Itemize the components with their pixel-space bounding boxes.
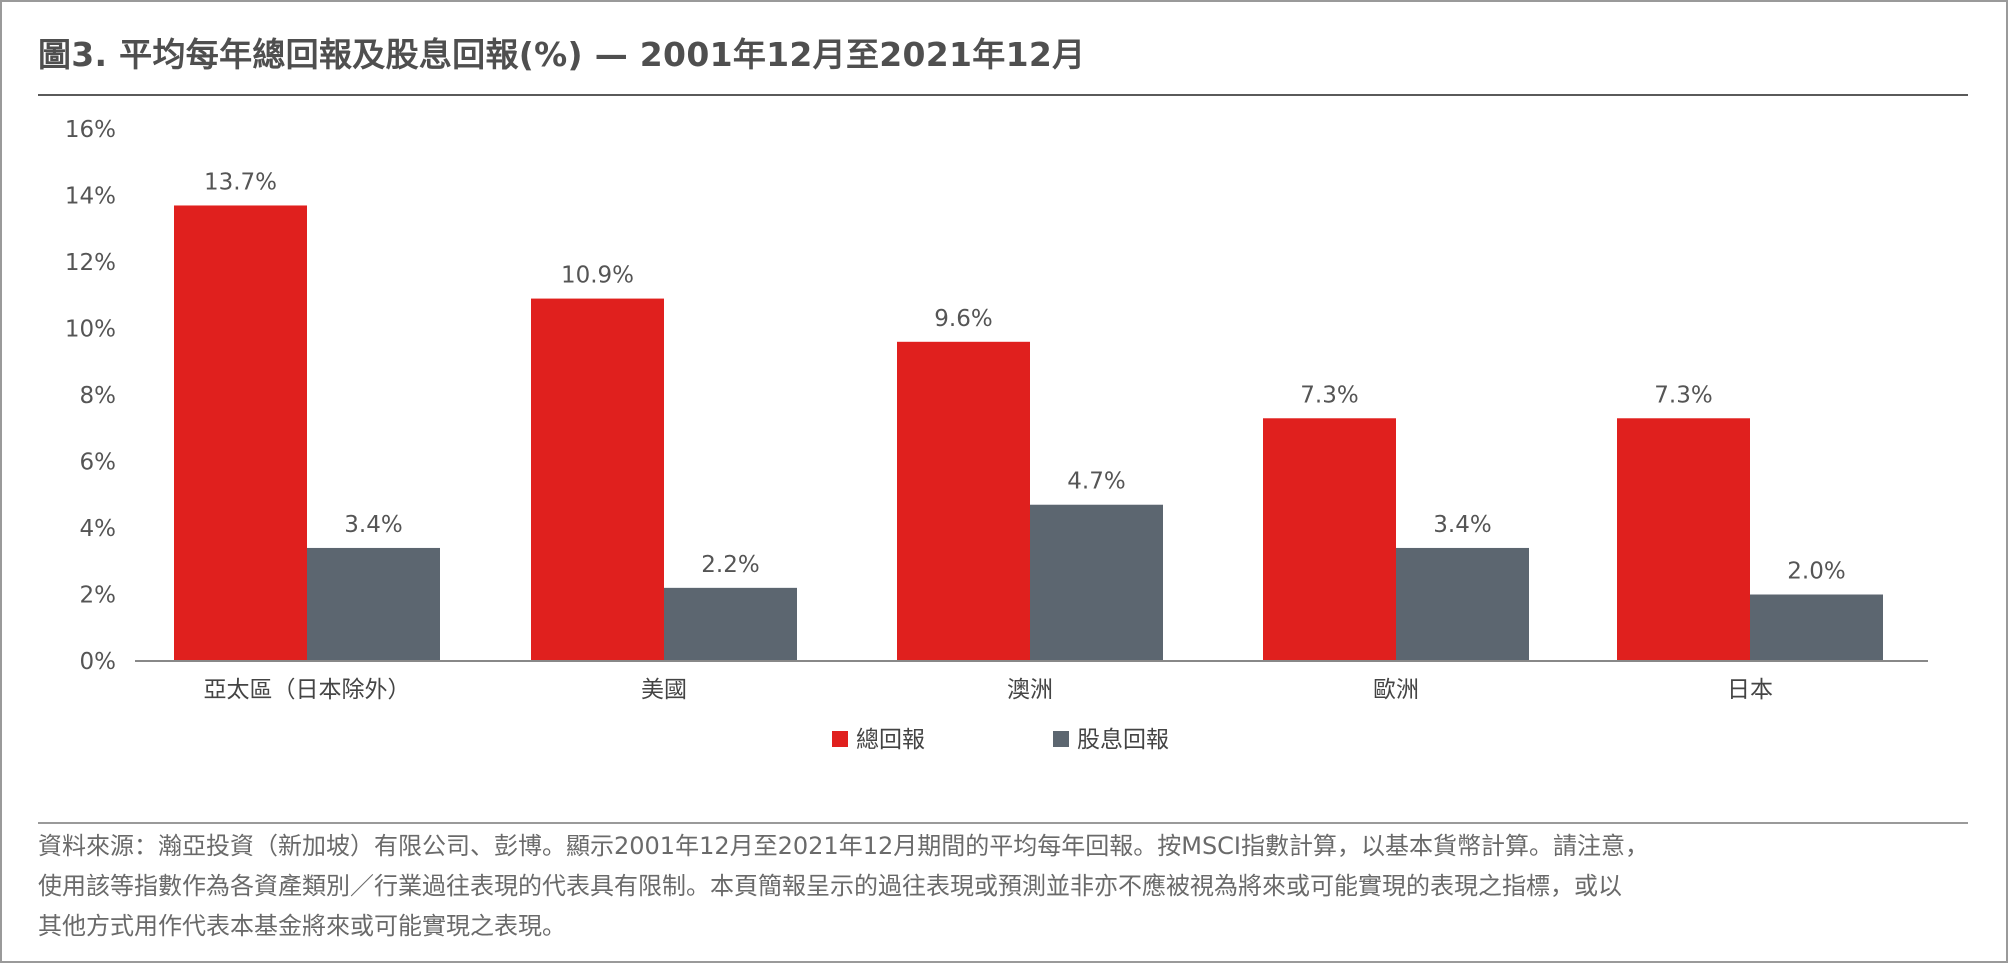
value-label: 10.9%	[561, 263, 634, 289]
bar-chart: 0% 2% 4% 6% 8% 10% 12% 14% 16% 13.7% 3.4% 10.9% 2.2…	[65, 117, 1928, 753]
source-line-3: 其他方式用作代表本基金將來或可能實現之表現。	[38, 912, 566, 940]
legend-label-total-return: 總回報	[856, 727, 925, 753]
y-tick-label: 0%	[80, 649, 117, 675]
y-tick-label: 8%	[80, 383, 117, 409]
y-tick-label: 14%	[65, 184, 116, 210]
y-tick-label: 16%	[65, 117, 116, 143]
legend-label-dividend-return: 股息回報	[1077, 727, 1169, 753]
dividend-return-bar	[664, 587, 797, 661]
value-label: 2.2%	[701, 552, 759, 578]
chart-title: 圖3. 平均每年總回報及股息回報(%) — 2001年12月至2021年12月	[38, 35, 1086, 74]
value-label: 7.3%	[1654, 382, 1712, 408]
value-label: 3.4%	[1433, 512, 1491, 538]
value-label: 13.7%	[204, 169, 277, 195]
y-tick-label: 2%	[80, 583, 117, 609]
total-return-bar	[897, 341, 1030, 661]
category-label: 亞太區（日本除外）	[204, 677, 411, 703]
category-label: 澳洲	[1007, 677, 1053, 703]
total-return-bar	[1617, 418, 1750, 661]
category-label: 歐洲	[1373, 677, 1419, 703]
value-label: 9.6%	[934, 306, 992, 332]
value-label: 2.0%	[1787, 559, 1845, 585]
dividend-return-bar	[307, 547, 440, 661]
value-label: 4.7%	[1067, 469, 1125, 495]
total-return-bar	[174, 205, 307, 661]
x-axis-labels: 亞太區（日本除外） 美國 澳洲 歐洲 日本	[204, 677, 1774, 703]
total-return-bar	[1263, 418, 1396, 661]
value-labels: 13.7% 3.4% 10.9% 2.2% 9.6% 4.7% 7.3% 3.4% 7.3% 2.…	[204, 169, 1846, 584]
bars	[174, 205, 1883, 661]
category-label: 日本	[1727, 677, 1773, 703]
value-label: 7.3%	[1300, 382, 1358, 408]
total-return-bar	[531, 298, 664, 661]
legend-swatch-dividend-return	[1053, 731, 1069, 747]
title-divider	[38, 94, 1968, 96]
category-label: 美國	[641, 677, 687, 703]
y-tick-label: 10%	[65, 317, 116, 343]
legend: 總回報 股息回報	[832, 727, 1169, 753]
value-label: 3.4%	[344, 512, 402, 538]
y-tick-label: 12%	[65, 250, 116, 276]
source-note: 資料來源：瀚亞投資（新加坡）有限公司、彭博。顯示2001年12月至2021年12…	[38, 826, 1978, 946]
y-tick-label: 6%	[80, 450, 117, 476]
dividend-return-bar	[1030, 504, 1163, 661]
dividend-return-bar	[1396, 547, 1529, 661]
source-divider	[38, 822, 1968, 824]
source-line-2: 使用該等指數作為各資產類別／行業過往表現的代表具有限制。本頁簡報呈示的過往表現或…	[38, 872, 1622, 900]
source-line-1: 資料來源：瀚亞投資（新加坡）有限公司、彭博。顯示2001年12月至2021年12…	[38, 832, 1650, 860]
y-tick-label: 4%	[80, 516, 117, 542]
dividend-return-bar	[1750, 594, 1883, 661]
legend-swatch-total-return	[832, 731, 848, 747]
y-axis-ticks: 0% 2% 4% 6% 8% 10% 12% 14% 16%	[65, 117, 116, 675]
